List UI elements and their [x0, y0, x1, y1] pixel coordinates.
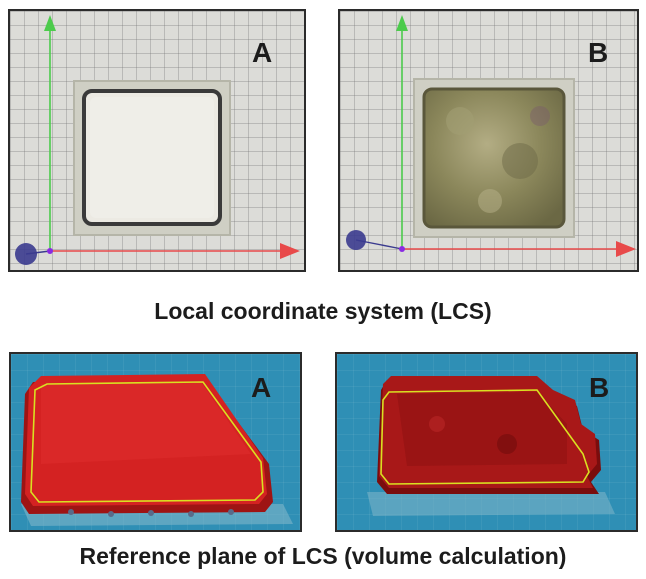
reference-panel-b: B [335, 352, 638, 532]
bottom-caption: Reference plane of LCS (volume calculati… [79, 543, 567, 569]
panel-label-b-bottom: B [589, 372, 610, 403]
lcs-panel-b: B [338, 9, 639, 272]
lcs-scene-b [346, 15, 636, 257]
x-axis-arrow-icon [616, 241, 636, 257]
reference-outline [380, 389, 590, 485]
origin-point [47, 248, 53, 254]
origin-point [399, 246, 405, 252]
panel-label-a: A [252, 37, 273, 68]
y-axis-arrow-icon [396, 15, 408, 31]
reference-scene-b [367, 376, 615, 516]
top-caption: Local coordinate system (LCS) [154, 298, 492, 324]
scan-surface-a [25, 374, 267, 506]
y-axis-arrow-icon [44, 15, 56, 31]
reference-panel-a: A [9, 352, 302, 532]
panel-label-b: B [588, 37, 609, 68]
reference-outline [30, 381, 264, 503]
x-axis-arrow-icon [280, 243, 300, 259]
lcs-scene-a [15, 15, 300, 265]
origin-sphere [346, 230, 366, 250]
panel-label-a-bottom: A [251, 372, 272, 403]
lcs-panel-a: A [8, 9, 306, 272]
reference-scene-a [21, 374, 293, 526]
